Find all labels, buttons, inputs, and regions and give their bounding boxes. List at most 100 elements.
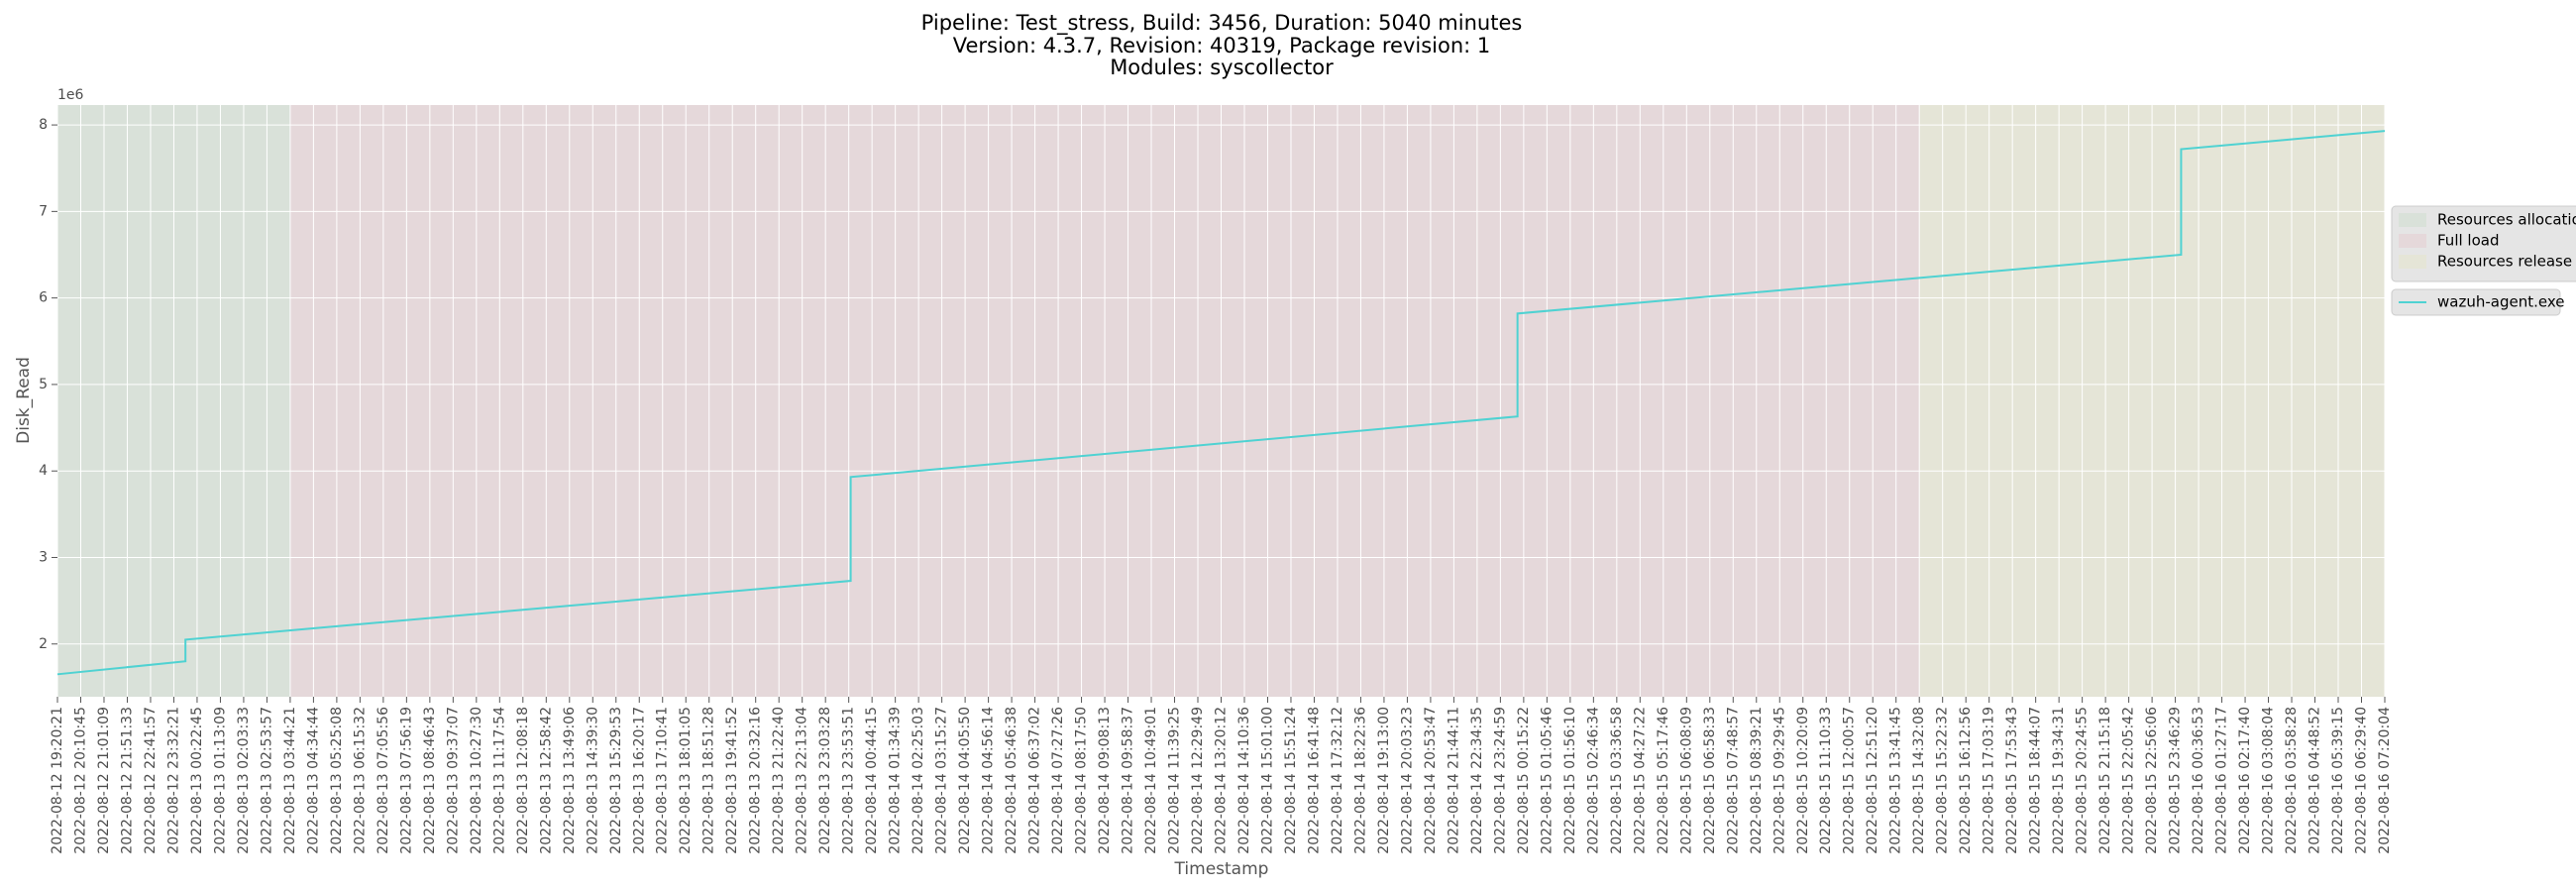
x-tick-label: 2022-08-15 08:39:21 bbox=[1749, 707, 1765, 854]
x-tick-label: 2022-08-16 01:27:17 bbox=[2214, 707, 2230, 854]
x-tick-label: 2022-08-15 03:36:58 bbox=[1609, 707, 1625, 854]
x-tick-label: 2022-08-13 06:15:32 bbox=[352, 707, 368, 854]
x-tick-label: 2022-08-12 19:20:21 bbox=[50, 707, 65, 854]
x-tick-label: 2022-08-14 08:17:50 bbox=[1074, 707, 1090, 854]
x-tick-label: 2022-08-15 09:29:45 bbox=[1771, 707, 1787, 854]
x-tick-label: 2022-08-16 04:48:52 bbox=[2308, 707, 2323, 854]
y-axis-label: Disk_Read bbox=[14, 357, 34, 444]
x-tick-label: 2022-08-14 06:37:02 bbox=[1027, 707, 1043, 854]
legend-swatch bbox=[2399, 255, 2426, 269]
x-tick-label: 2022-08-15 21:15:18 bbox=[2097, 707, 2113, 854]
x-tick-label: 2022-08-13 21:22:40 bbox=[771, 707, 787, 854]
x-tick-label: 2022-08-13 22:13:04 bbox=[795, 707, 810, 854]
x-tick-label: 2022-08-15 10:20:09 bbox=[1795, 707, 1811, 854]
legend-label: wazuh-agent.exe bbox=[2437, 293, 2564, 311]
x-tick-label: 2022-08-16 02:17:40 bbox=[2237, 707, 2253, 854]
x-tick-label: 2022-08-14 05:46:38 bbox=[1004, 707, 1020, 854]
x-tick-label: 2022-08-13 05:25:08 bbox=[329, 707, 345, 854]
x-tick-label: 2022-08-14 23:24:59 bbox=[1492, 707, 1508, 854]
x-tick-label: 2022-08-13 15:29:53 bbox=[608, 707, 624, 854]
x-tick-label: 2022-08-13 08:46:43 bbox=[422, 707, 438, 854]
x-tick-label: 2022-08-14 12:29:49 bbox=[1190, 707, 1206, 854]
legend-swatch bbox=[2399, 234, 2426, 248]
x-tick-label: 2022-08-14 00:44:15 bbox=[864, 707, 880, 854]
x-tick-label: 2022-08-12 23:32:21 bbox=[165, 707, 181, 854]
x-tick-label: 2022-08-12 21:51:33 bbox=[119, 707, 135, 854]
x-tick-label: 2022-08-14 13:20:12 bbox=[1213, 707, 1229, 854]
x-tick-label: 2022-08-15 23:46:29 bbox=[2168, 707, 2184, 854]
x-tick-label: 2022-08-13 18:51:28 bbox=[701, 707, 717, 854]
x-tick-label: 2022-08-13 01:13:09 bbox=[212, 707, 228, 854]
y-tick-label: 6 bbox=[39, 290, 48, 306]
x-tick-label: 2022-08-14 03:15:27 bbox=[934, 707, 950, 854]
x-tick-label: 2022-08-13 07:56:19 bbox=[398, 707, 414, 854]
x-tick-label: 2022-08-15 17:03:19 bbox=[1982, 707, 1997, 854]
x-tick-label: 2022-08-15 14:32:08 bbox=[1911, 707, 1927, 854]
x-tick-label: 2022-08-15 22:56:06 bbox=[2144, 707, 2160, 854]
x-tick-label: 2022-08-15 12:51:20 bbox=[1865, 707, 1880, 854]
x-tick-label: 2022-08-13 17:10:41 bbox=[655, 707, 671, 854]
x-tick-label: 2022-08-15 22:05:42 bbox=[2121, 707, 2137, 854]
x-tick-label: 2022-08-13 03:44:21 bbox=[282, 707, 298, 854]
x-tick-label: 2022-08-15 16:12:56 bbox=[1958, 707, 1974, 854]
chart-title: Pipeline: Test_stress, Build: 3456, Dura… bbox=[921, 11, 1523, 36]
x-tick-label: 2022-08-15 06:58:33 bbox=[1702, 707, 1718, 854]
x-tick-label: 2022-08-15 06:08:09 bbox=[1678, 707, 1694, 854]
x-tick-label: 2022-08-14 09:08:13 bbox=[1097, 707, 1113, 854]
x-tick-label: 2022-08-13 10:27:30 bbox=[469, 707, 484, 854]
y-tick-label: 2 bbox=[39, 636, 48, 652]
x-tick-label: 2022-08-16 03:08:04 bbox=[2261, 707, 2277, 854]
x-tick-label: 2022-08-15 11:10:33 bbox=[1818, 707, 1834, 854]
y-offset-label: 1e6 bbox=[57, 87, 84, 103]
x-tick-label: 2022-08-13 23:53:51 bbox=[841, 707, 857, 854]
x-tick-label: 2022-08-15 00:15:22 bbox=[1516, 707, 1532, 854]
x-tick-label: 2022-08-13 11:17:54 bbox=[491, 707, 507, 854]
x-tick-label: 2022-08-14 09:58:37 bbox=[1121, 707, 1136, 854]
x-tick-label: 2022-08-14 18:22:36 bbox=[1352, 707, 1368, 854]
x-tick-label: 2022-08-15 20:24:55 bbox=[2075, 707, 2091, 854]
x-axis-label: Timestamp bbox=[1174, 859, 1269, 879]
x-tick-label: 2022-08-14 15:01:00 bbox=[1259, 707, 1275, 854]
x-tick-label: 2022-08-15 18:44:07 bbox=[2028, 707, 2044, 854]
x-tick-label: 2022-08-16 05:39:15 bbox=[2330, 707, 2346, 854]
chart-title: Version: 4.3.7, Revision: 40319, Package… bbox=[953, 34, 1491, 57]
x-tick-label: 2022-08-14 10:49:01 bbox=[1143, 707, 1159, 854]
x-tick-label: 2022-08-13 20:32:16 bbox=[748, 707, 764, 854]
x-tick-label: 2022-08-16 00:36:53 bbox=[2191, 707, 2206, 854]
x-tick-label: 2022-08-16 06:29:40 bbox=[2354, 707, 2370, 854]
x-tick-label: 2022-08-12 21:01:09 bbox=[96, 707, 112, 854]
x-tick-label: 2022-08-14 04:56:14 bbox=[981, 707, 997, 854]
x-tick-label: 2022-08-15 12:00:57 bbox=[1842, 707, 1858, 854]
x-tick-label: 2022-08-14 20:53:47 bbox=[1423, 707, 1439, 854]
x-tick-label: 2022-08-13 18:01:05 bbox=[678, 707, 694, 854]
x-tick-label: 2022-08-14 07:27:26 bbox=[1050, 707, 1066, 854]
x-tick-label: 2022-08-15 17:53:43 bbox=[2004, 707, 2020, 854]
x-tick-label: 2022-08-13 09:37:07 bbox=[445, 707, 461, 854]
x-tick-label: 2022-08-15 01:05:46 bbox=[1539, 707, 1555, 854]
x-tick-label: 2022-08-14 02:25:03 bbox=[911, 707, 926, 854]
x-tick-label: 2022-08-14 22:34:35 bbox=[1469, 707, 1485, 854]
x-tick-label: 2022-08-15 04:27:22 bbox=[1632, 707, 1648, 854]
x-tick-label: 2022-08-14 15:51:24 bbox=[1283, 707, 1299, 854]
x-tick-label: 2022-08-14 04:05:50 bbox=[957, 707, 973, 854]
x-tick-label: 2022-08-13 00:22:45 bbox=[189, 707, 205, 854]
x-tick-label: 2022-08-13 13:49:06 bbox=[562, 707, 578, 854]
legend-label: Resources allocation bbox=[2437, 211, 2576, 229]
legend-swatch bbox=[2399, 213, 2426, 227]
x-tick-label: 2022-08-13 04:34:44 bbox=[305, 707, 321, 854]
x-tick-label: 2022-08-15 19:34:31 bbox=[2051, 707, 2067, 854]
x-tick-label: 2022-08-13 23:03:28 bbox=[817, 707, 833, 854]
x-tick-label: 2022-08-13 12:58:42 bbox=[538, 707, 554, 854]
chart-title: Modules: syscollector bbox=[1110, 56, 1334, 79]
data-line bbox=[56, 130, 2386, 676]
x-tick-label: 2022-08-15 02:46:34 bbox=[1585, 707, 1601, 854]
x-tick-label: 2022-08-12 22:41:57 bbox=[143, 707, 159, 854]
y-tick-label: 3 bbox=[39, 549, 48, 565]
x-tick-label: 2022-08-15 07:48:57 bbox=[1725, 707, 1741, 854]
legend-frame bbox=[2391, 205, 2576, 282]
plot-area bbox=[56, 105, 2386, 697]
x-tick-label: 2022-08-13 12:08:18 bbox=[515, 707, 531, 854]
x-tick-label: 2022-08-13 19:41:52 bbox=[724, 707, 740, 854]
x-tick-label: 2022-08-13 02:03:33 bbox=[236, 707, 252, 854]
